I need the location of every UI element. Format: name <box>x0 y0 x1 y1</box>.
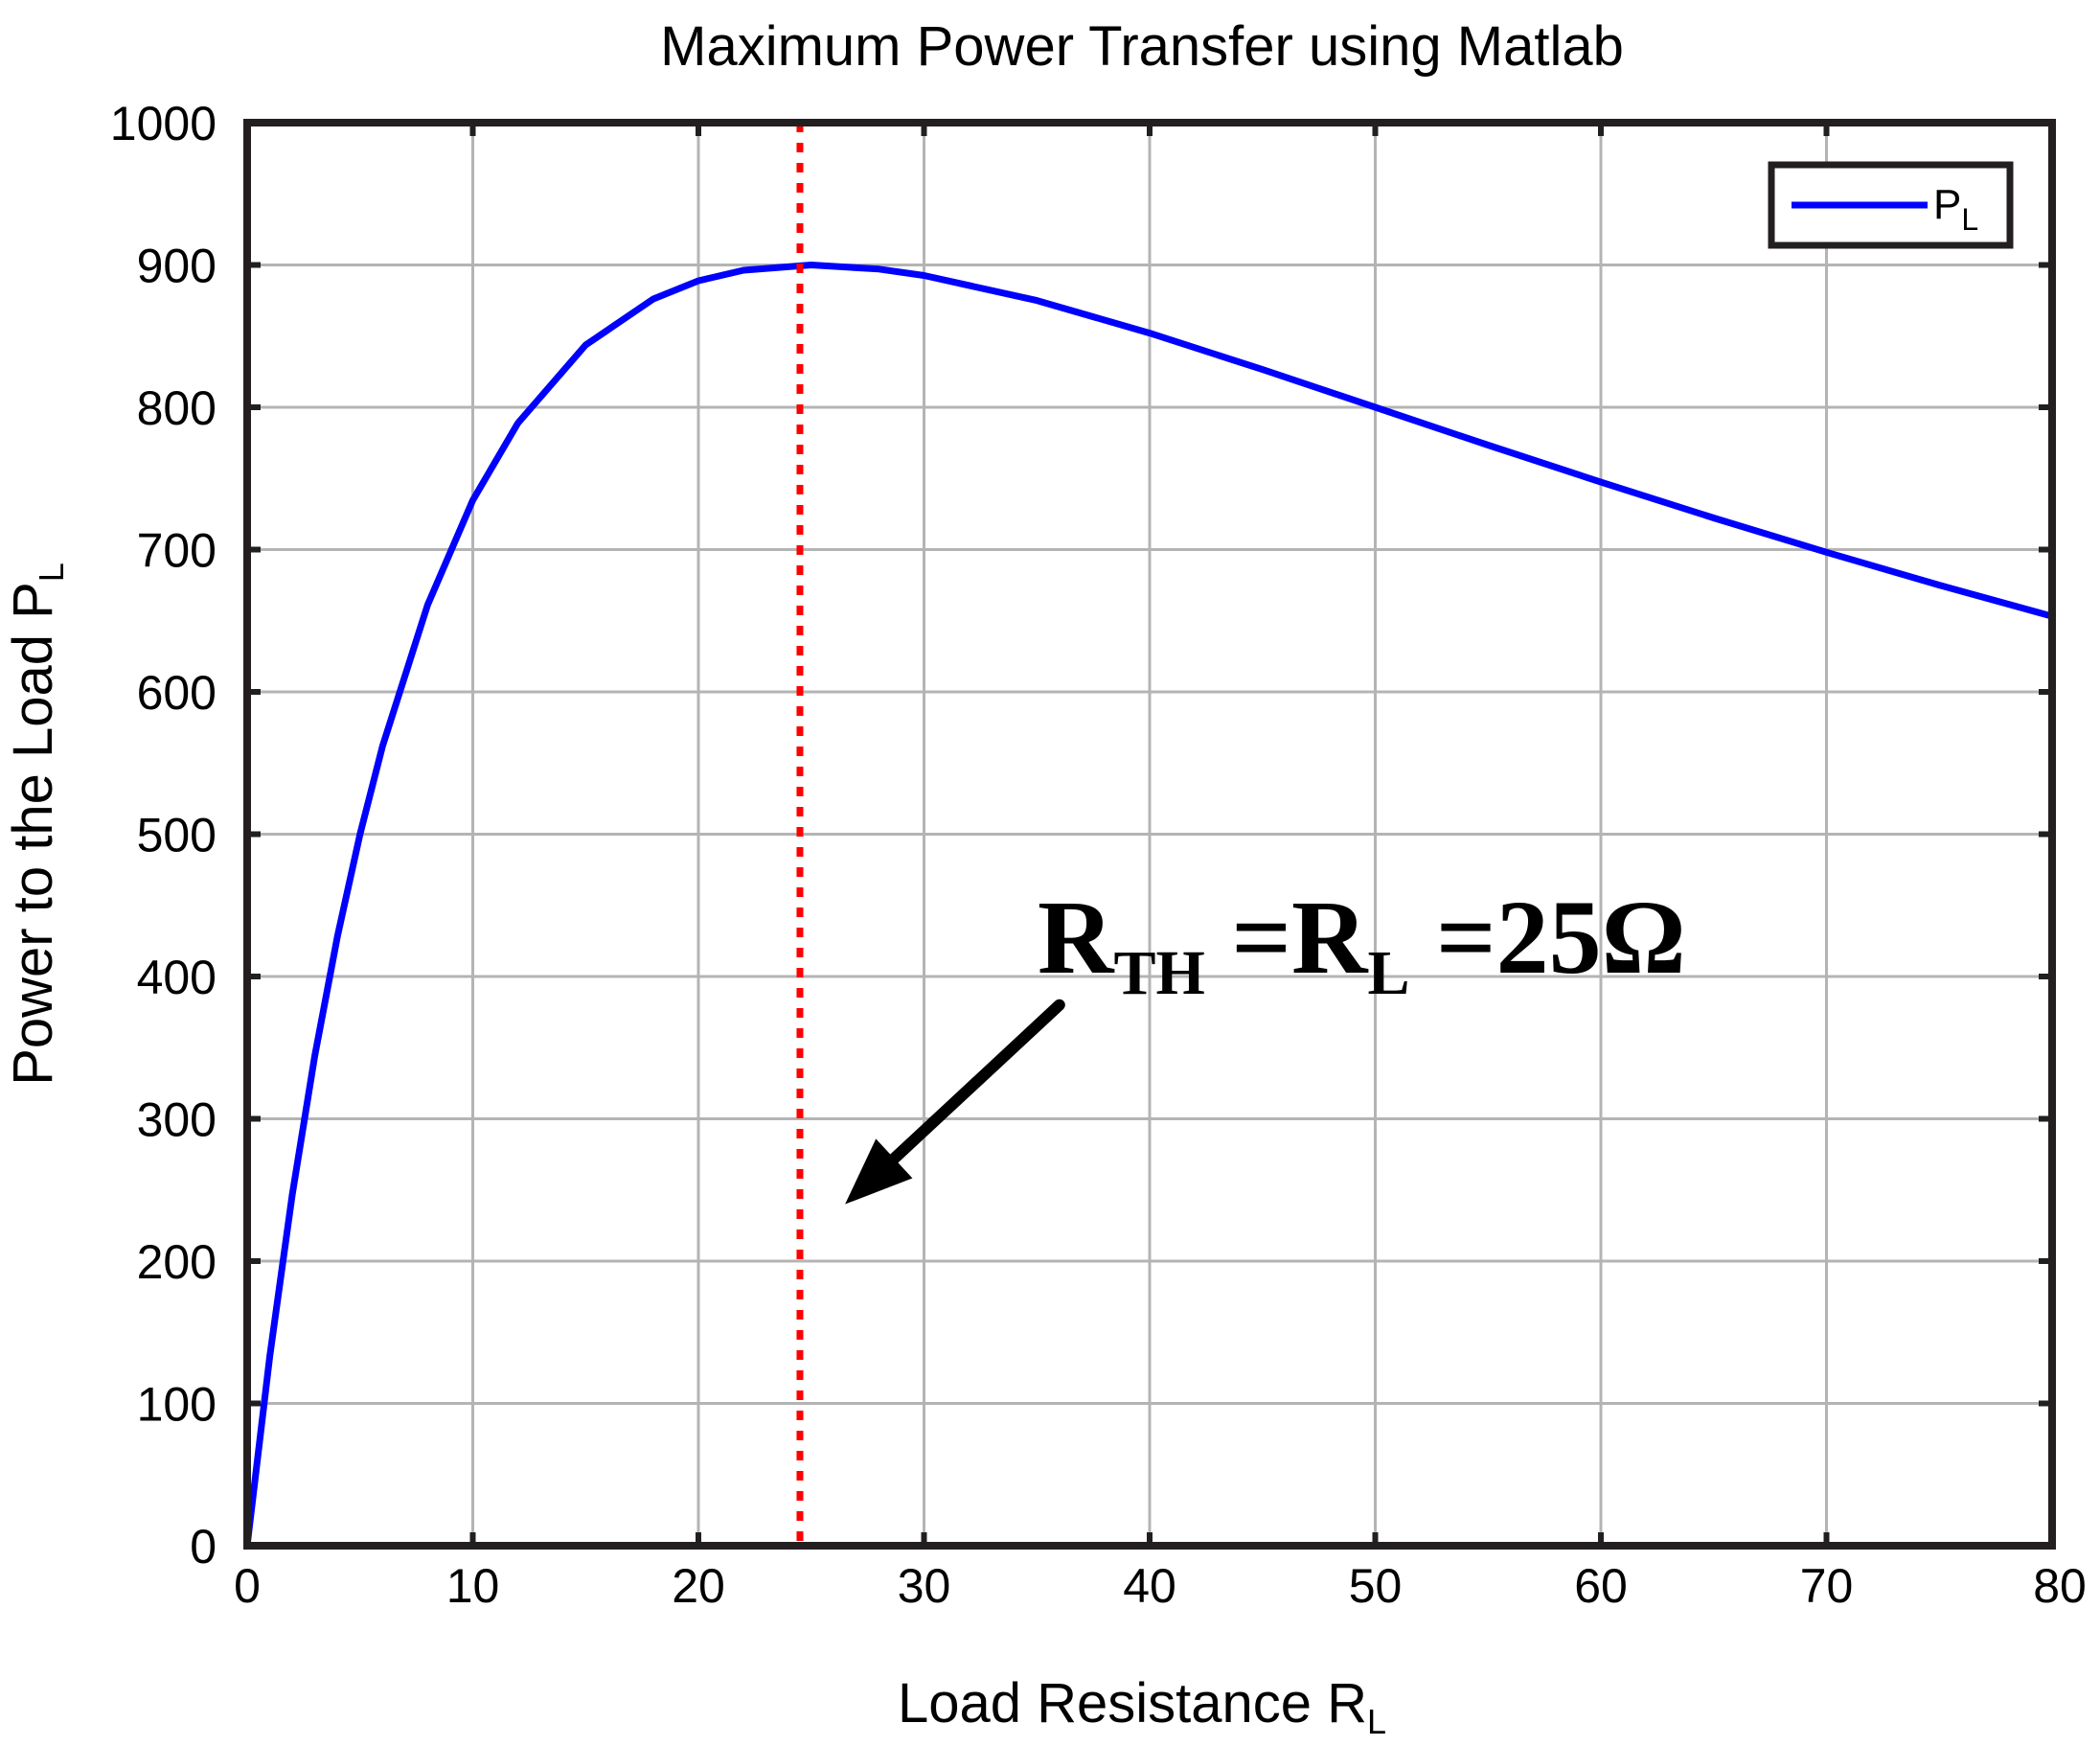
y-tick-label: 300 <box>137 1093 217 1147</box>
x-tick-label: 10 <box>446 1559 500 1613</box>
y-tick-label: 700 <box>137 524 217 578</box>
annotation-part: R <box>1038 879 1115 996</box>
series-layer <box>243 123 2056 1550</box>
x-tick-label: 40 <box>1123 1559 1176 1613</box>
y-tick-label: 200 <box>137 1235 217 1289</box>
y-tick-label: 100 <box>137 1378 217 1432</box>
x-axis-label: Load Resistance RL <box>898 1672 1386 1741</box>
chart-title: Maximum Power Transfer using Matlab <box>660 15 1624 78</box>
y-tick-label: 800 <box>137 381 217 435</box>
x-tick-label: 20 <box>672 1559 725 1613</box>
annotation-part: L <box>1367 938 1409 1008</box>
annotation-arrow-head <box>845 1138 913 1205</box>
grid <box>247 123 2052 1546</box>
y-tick-label: 0 <box>190 1520 217 1574</box>
ticks: 0 10 20 30 40 50 60 70 8001002003004005006007008… <box>110 97 2087 1613</box>
annotation-part: =R <box>1205 879 1369 996</box>
x-tick-label: 70 <box>1800 1559 1854 1613</box>
annotation-part: TH <box>1113 938 1204 1008</box>
annotation-part: =25Ω <box>1409 879 1685 996</box>
y-tick-label: 1000 <box>110 97 217 150</box>
y-tick-label: 400 <box>137 951 217 1004</box>
y-tick-label: 600 <box>137 666 217 720</box>
y-axis-label: Power to the Load PL <box>2 563 71 1086</box>
legend: PL <box>1768 161 2014 249</box>
x-tick-label: 80 <box>2033 1559 2087 1613</box>
x-tick-label: 50 <box>1349 1559 1403 1613</box>
x-tick-label: 30 <box>898 1559 951 1613</box>
x-tick-label: 0 <box>234 1559 261 1613</box>
y-tick-label: 900 <box>137 240 217 293</box>
annotation-layer: RTH =RL =25Ω <box>845 879 1686 1205</box>
legend-label: PL <box>1933 181 1978 237</box>
series-line-P <box>243 262 2056 1550</box>
annotation-text: RTH =RL =25Ω <box>1038 879 1686 1008</box>
y-tick-label: 500 <box>137 809 217 862</box>
annotation-arrow-shaft <box>888 999 1065 1164</box>
x-tick-label: 60 <box>1574 1559 1628 1613</box>
